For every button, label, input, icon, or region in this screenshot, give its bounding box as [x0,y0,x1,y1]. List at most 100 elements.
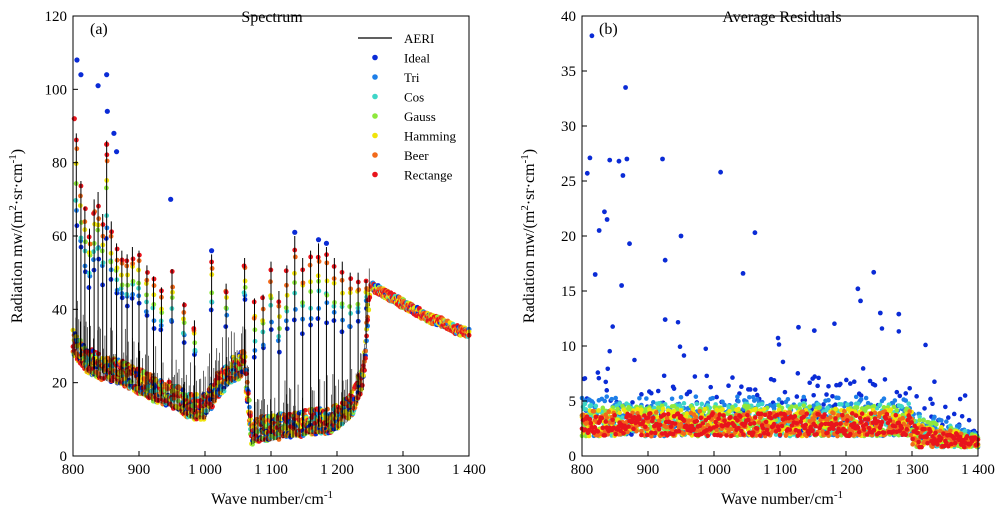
residual-point [699,401,705,407]
residual-point [748,387,753,392]
residual-point [884,411,890,417]
spectrum-point [283,318,289,324]
residual-point [807,380,812,386]
residual-point [907,409,912,414]
residual-point [797,431,803,436]
residual-outlier [587,155,593,161]
spectrum-point [316,259,322,264]
spectrum-point [91,211,96,216]
panel-b-points [579,33,981,450]
residual-point [868,411,874,416]
panel-a-xtick-label: 1 300 [386,462,420,478]
residual-point [943,404,948,410]
spectrum-point [192,347,198,353]
spectrum-point [145,270,150,275]
spectrum-point [363,348,368,354]
residual-point [678,395,684,400]
residual-point [774,412,780,418]
residual-point [620,415,625,420]
residual-point [603,419,609,424]
residual-point [831,411,836,416]
residual-point [661,373,667,379]
residual-point [736,398,741,404]
residual-outlier [624,156,630,162]
residual-point [842,408,847,414]
residual-point [867,378,873,384]
residual-point [691,426,697,432]
residual-point [922,406,927,411]
spectrum-point [114,257,120,263]
residual-point [735,394,740,400]
residual-point [768,415,774,421]
panel-a-x-axis-label: Wave number/cm-1 [211,489,333,508]
residual-point [694,418,700,424]
spectrum-point [143,309,149,315]
residual-point [656,426,662,432]
residual-point [693,414,699,420]
residual-point [697,408,703,414]
spectrum-point [104,158,110,164]
residual-point [896,329,902,334]
residual-point [908,432,913,438]
residual-outlier [620,173,626,178]
panel-a-ylabel-sup2: -1 [7,154,19,163]
spectrum-point [358,386,364,392]
panel-a-xtick-label: 1 200 [320,462,354,478]
spectrum-point [180,330,186,336]
residual-point [639,392,644,397]
spectrum-point [130,256,136,262]
spectrum-point [125,282,131,288]
spectrum-point [151,283,157,288]
residual-point [596,375,602,381]
residual-point [694,401,700,407]
residual-point [933,430,938,436]
residual-outlier [877,310,883,316]
residual-point [727,408,732,414]
residual-point [966,417,972,423]
spectrum-point [242,278,248,284]
residual-point [671,386,677,391]
residual-point [894,407,900,413]
residual-point [845,418,850,423]
legend-marker [372,74,378,80]
residual-point [675,319,681,325]
residual-point [903,432,909,438]
residual-point [705,433,711,439]
residual-point [746,404,751,409]
residual-point [948,441,954,447]
legend-label: Hamming [404,129,456,144]
residual-point [825,405,830,411]
residual-point [722,418,727,423]
spectrum-point [95,83,101,89]
residual-point [602,433,608,438]
panel-a-aeri-lines [72,133,370,445]
residual-point [610,324,615,329]
residual-point [730,375,735,380]
residual-outlier [589,33,595,39]
residual-point [714,423,719,429]
residual-point [764,427,770,433]
residual-outlier [896,311,902,317]
panel-a-xtick-label: 900 [128,462,151,478]
residual-point [714,394,719,400]
residual-point [717,412,722,417]
residual-point [728,414,733,420]
residual-point [613,395,618,401]
residual-point [882,377,888,382]
spectrum-point [181,302,187,308]
legend-label: Tri [404,70,420,85]
panel-a-xlabel-main: Wave number/cm [211,491,324,508]
panel-a-spectrum: 800 900 1 000 1 100 1 200 1 300 1 400020406080… [7,9,486,508]
residual-point [916,439,921,445]
residual-point [602,398,608,404]
residual-point [921,418,926,423]
residual-point [894,389,900,395]
residual-point [947,428,953,434]
spectrum-point [293,307,298,312]
residual-point [582,401,588,407]
residual-point [974,442,980,447]
residual-outlier [858,298,863,304]
residual-point [826,397,831,403]
residual-point [951,436,957,441]
spectrum-point [114,246,120,252]
